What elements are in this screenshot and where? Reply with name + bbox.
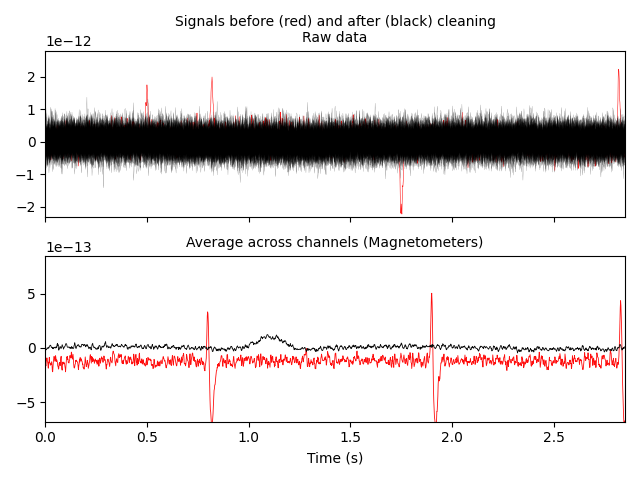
Title: Signals before (red) and after (black) cleaning
Raw data: Signals before (red) and after (black) c…: [175, 15, 495, 45]
Title: Average across channels (Magnetometers): Average across channels (Magnetometers): [186, 236, 484, 251]
X-axis label: Time (s): Time (s): [307, 451, 364, 465]
